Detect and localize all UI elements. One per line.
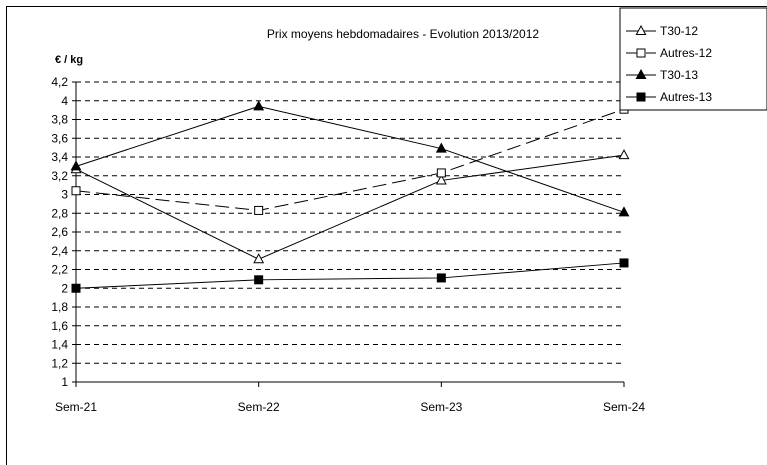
series-group — [70, 100, 630, 293]
legend-marker — [635, 24, 647, 35]
legend-item: Autres-12 — [626, 46, 712, 60]
data-point — [253, 100, 265, 111]
y-tick-label: 3,4 — [51, 150, 68, 164]
y-axis-label: € / kg — [55, 54, 83, 66]
legend-item: T30-12 — [626, 24, 698, 38]
data-point — [253, 253, 265, 264]
x-tick-label: Sem-22 — [238, 400, 280, 414]
y-tick-label: 1,8 — [51, 300, 68, 314]
data-point — [435, 142, 447, 153]
series-autres-12 — [71, 104, 629, 215]
y-tick-label: 1,6 — [51, 319, 68, 333]
series-line — [75, 105, 625, 213]
data-point — [70, 160, 82, 171]
chart-frame — [6, 6, 767, 465]
y-tick-label: 2 — [61, 281, 68, 295]
data-point — [435, 174, 447, 185]
x-tick-label: Sem-24 — [603, 400, 645, 414]
legend-label: Autres-13 — [660, 90, 712, 104]
y-tick-label: 1 — [61, 375, 68, 389]
legend-item: Autres-13 — [626, 90, 712, 104]
legend-label: T30-12 — [660, 24, 698, 38]
y-tick-label: 1,2 — [51, 356, 68, 370]
data-point — [436, 273, 446, 283]
y-tick-label: 2,6 — [51, 225, 68, 239]
chart-title: Prix moyens hebdomadaires - Evolution 20… — [267, 27, 539, 41]
y-tick-label: 3,2 — [51, 169, 68, 183]
y-tick-label: 4 — [61, 94, 68, 108]
y-tick-label: 1,4 — [51, 338, 68, 352]
y-tick-label: 3,8 — [51, 113, 68, 127]
data-point — [71, 283, 81, 293]
legend-label: Autres-12 — [660, 46, 712, 60]
legend: T30-12 Autres-12 T30-13 Autres-13 — [619, 7, 767, 111]
x-tick-label: Sem-23 — [420, 400, 462, 414]
data-point — [254, 275, 264, 285]
y-tick-label: 3,6 — [51, 131, 68, 145]
data-point — [71, 186, 81, 196]
series-t30-12 — [70, 149, 630, 264]
legend-item: T30-13 — [626, 68, 698, 82]
data-point — [618, 149, 630, 160]
series-line — [75, 262, 625, 289]
y-tick-label: 2,8 — [51, 206, 68, 220]
series-line — [75, 108, 625, 211]
data-point — [618, 206, 630, 217]
series-line — [75, 154, 625, 260]
y-tick-label: 3 — [61, 188, 68, 202]
series-autres-13 — [71, 258, 629, 293]
legend-label: T30-13 — [660, 68, 698, 82]
data-point — [436, 168, 446, 178]
legend-marker — [636, 92, 646, 102]
y-tick-label: 4,2 — [51, 75, 68, 89]
axes — [72, 81, 625, 387]
data-point — [619, 258, 629, 268]
series-t30-13 — [70, 100, 630, 217]
legend-marker — [635, 68, 647, 79]
tick-labels: 1 1,2 1,4 1,6 1,8 2 2,2 2,4 2,6 2,8 3 3,2 3,4 3,6 3,8 4… — [51, 75, 645, 414]
y-tick-label: 2,4 — [51, 244, 68, 258]
data-point — [254, 205, 264, 215]
x-tick-label: Sem-21 — [55, 400, 97, 414]
gridlines — [76, 81, 624, 364]
y-tick-label: 2,2 — [51, 263, 68, 277]
legend-marker — [636, 48, 646, 58]
